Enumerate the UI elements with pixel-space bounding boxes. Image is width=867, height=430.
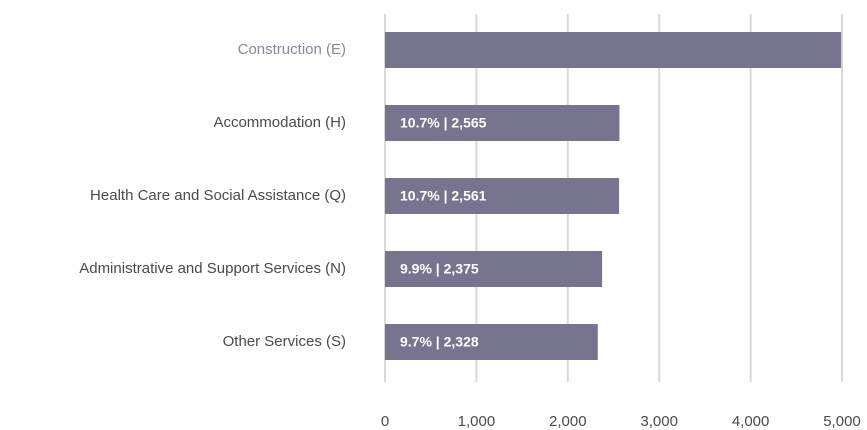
x-tick-label: 1,000	[458, 413, 496, 430]
y-tick-label: Other Services (S)	[223, 333, 346, 350]
bar	[385, 178, 620, 214]
data-label: 9.7% | 2,328	[400, 334, 479, 350]
y-tick-label: Health Care and Social Assistance (Q)	[90, 187, 346, 204]
x-tick-label: 2,000	[549, 413, 587, 430]
data-label: 9.9% | 2,375	[400, 261, 479, 277]
x-tick-label: 3,000	[640, 413, 678, 430]
data-label: 10.7% | 2,561	[400, 188, 487, 204]
bar	[385, 324, 598, 360]
x-tick-label: 4,000	[732, 413, 770, 430]
y-tick-label: Administrative and Support Services (N)	[79, 260, 346, 277]
bar	[385, 251, 603, 287]
y-tick-label: Construction (E)	[238, 41, 346, 58]
bar	[385, 32, 842, 68]
y-tick-label: Accommodation (H)	[213, 114, 346, 131]
data-label: 10.7% | 2,565	[400, 115, 487, 131]
x-tick-label: 5,000	[823, 413, 861, 430]
bar	[385, 105, 620, 141]
x-tick-label: 0	[381, 413, 389, 430]
